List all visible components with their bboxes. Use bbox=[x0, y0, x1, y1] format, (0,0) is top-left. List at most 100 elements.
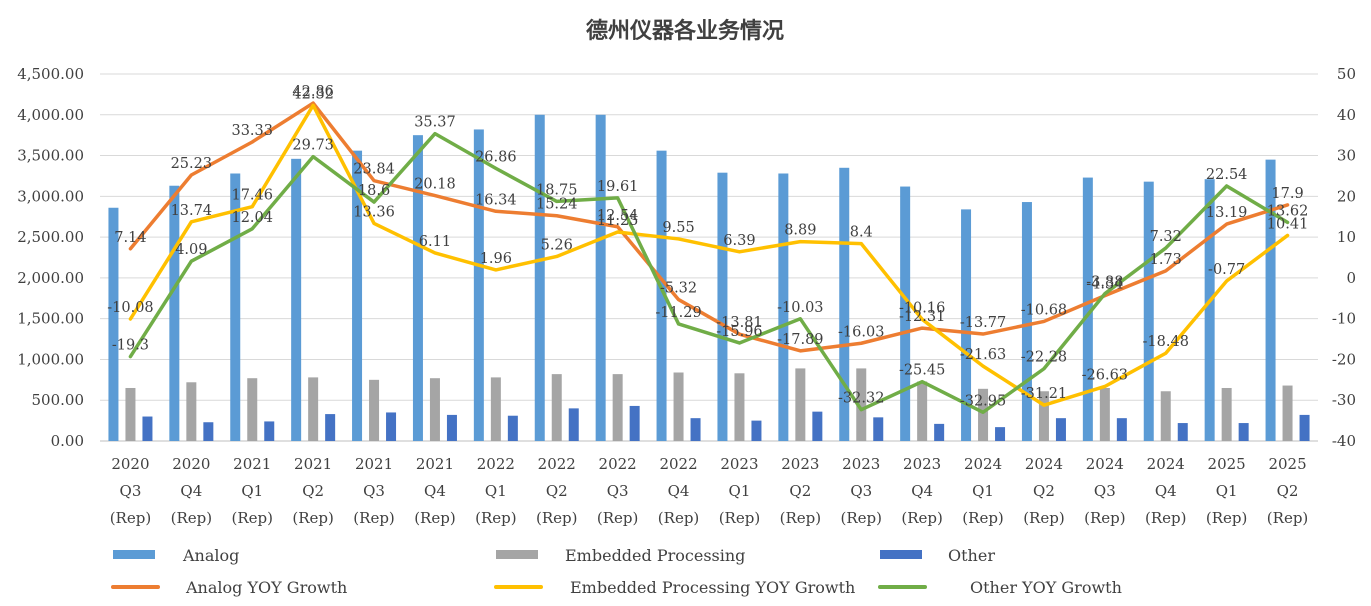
right-tick-label: 50 bbox=[1337, 65, 1356, 83]
bar-other bbox=[751, 420, 762, 441]
bar-embedded-processing bbox=[856, 368, 867, 441]
data-label: 26.86 bbox=[475, 149, 517, 165]
bar-embedded-processing bbox=[551, 374, 562, 441]
legend-swatch bbox=[113, 550, 155, 559]
bar-analog bbox=[717, 172, 728, 441]
bar-embedded-processing bbox=[795, 368, 806, 441]
data-label: 13.62 bbox=[1267, 203, 1309, 219]
right-tick-label: 20 bbox=[1337, 187, 1356, 205]
data-label: 8.89 bbox=[784, 223, 816, 239]
legend-label: Embedded Processing bbox=[565, 546, 745, 565]
left-tick-label: 500.00 bbox=[32, 391, 85, 409]
bar-other bbox=[1055, 418, 1066, 441]
bar-embedded-processing bbox=[369, 379, 380, 441]
right-tick-label: -10 bbox=[1332, 310, 1356, 328]
data-label: -19.3 bbox=[112, 338, 149, 354]
bar-other bbox=[690, 418, 701, 441]
bar-analog bbox=[534, 114, 545, 442]
data-label: 4.09 bbox=[175, 242, 207, 258]
data-label: 33.33 bbox=[231, 123, 273, 139]
data-label: 12.54 bbox=[597, 208, 639, 224]
bar-analog bbox=[778, 173, 789, 441]
data-label: -0.77 bbox=[1208, 262, 1245, 278]
bar-analog bbox=[230, 173, 241, 441]
bar-embedded-processing bbox=[186, 382, 197, 441]
legend: Analog Embedded Processing Other Analog YOY… bbox=[111, 546, 1122, 597]
data-label: 35.37 bbox=[414, 115, 456, 131]
data-label: 13.36 bbox=[353, 204, 395, 220]
bar-analog bbox=[900, 186, 911, 441]
legend-label: Analog YOY Growth bbox=[185, 578, 347, 597]
x-category-label: 2024 Q1 (Rep) bbox=[962, 455, 1003, 527]
bar-analog bbox=[595, 114, 606, 442]
legend-label: Embedded Processing YOY Growth bbox=[570, 578, 855, 597]
legend-label: Other YOY Growth bbox=[970, 578, 1122, 597]
data-label: -11.29 bbox=[655, 305, 701, 321]
right-axis: -40 -30 -20 -10 0 10 20 30 40 50 bbox=[1332, 65, 1356, 450]
bar-other bbox=[629, 405, 640, 441]
bar-other bbox=[1177, 423, 1188, 441]
data-label: 5.26 bbox=[541, 237, 573, 253]
x-category-label: 2022 Q1 (Rep) bbox=[475, 455, 516, 527]
data-label: 19.61 bbox=[597, 179, 639, 195]
bar-analog bbox=[1143, 181, 1154, 442]
left-tick-label: 4,000.00 bbox=[17, 106, 84, 124]
chart-title: 德州仪器各业务情况 bbox=[586, 18, 784, 44]
data-label: -17.89 bbox=[777, 332, 823, 348]
right-tick-label: -20 bbox=[1332, 350, 1356, 368]
data-label: 9.55 bbox=[662, 220, 694, 236]
left-axis: 0.00 500.00 1,000.00 1,500.00 2,000.00 2,500.… bbox=[17, 65, 84, 450]
data-label: -10.08 bbox=[107, 300, 153, 316]
data-label: -12.31 bbox=[899, 309, 945, 325]
bar-analog bbox=[291, 158, 302, 441]
x-category-label: 2023 Q3 (Rep) bbox=[841, 455, 882, 527]
bar-analog bbox=[1082, 177, 1093, 441]
data-label: -31.21 bbox=[1021, 386, 1067, 402]
data-label: -5.32 bbox=[660, 281, 697, 297]
right-tick-label: 0 bbox=[1346, 269, 1356, 287]
bar-other bbox=[995, 427, 1006, 441]
data-label: 22.54 bbox=[1206, 167, 1248, 183]
bar-embedded-processing bbox=[673, 372, 684, 441]
legend-label: Analog bbox=[182, 546, 239, 565]
data-label: 1.73 bbox=[1150, 252, 1182, 268]
bar-embedded-processing bbox=[978, 388, 989, 441]
data-label: -25.45 bbox=[899, 363, 945, 379]
bars bbox=[108, 114, 1310, 442]
x-category-label: 2024 Q2 (Rep) bbox=[1023, 455, 1064, 527]
data-label: 17.46 bbox=[231, 188, 273, 204]
right-tick-label: 40 bbox=[1337, 106, 1356, 124]
x-category-label: 2025 Q1 (Rep) bbox=[1206, 455, 1247, 527]
x-category-label: 2022 Q2 (Rep) bbox=[536, 455, 577, 527]
bar-embedded-processing bbox=[308, 377, 319, 441]
bar-other bbox=[325, 414, 336, 441]
bar-analog bbox=[1204, 179, 1215, 441]
x-category-label: 2023 Q4 (Rep) bbox=[901, 455, 942, 527]
data-label: 16.34 bbox=[475, 192, 517, 208]
legend-swatch bbox=[880, 550, 922, 559]
bar-other bbox=[1116, 418, 1127, 441]
x-category-label: 2024 Q3 (Rep) bbox=[1084, 455, 1125, 527]
data-label: 12.04 bbox=[231, 210, 273, 226]
data-label: -3.88 bbox=[1086, 275, 1123, 291]
x-category-label: 2022 Q3 (Rep) bbox=[597, 455, 638, 527]
bar-other bbox=[873, 417, 884, 441]
x-category-label: 2021 Q3 (Rep) bbox=[353, 455, 394, 527]
x-axis: 2020 Q3 (Rep) 2020 Q4 (Rep) 2021 Q1 (Rep) 2021 Q2(… bbox=[110, 455, 1309, 527]
bar-other bbox=[812, 411, 823, 441]
right-tick-label: -30 bbox=[1332, 391, 1356, 409]
data-label: -10.03 bbox=[777, 300, 823, 316]
bar-other bbox=[203, 422, 214, 441]
legend-label: Other bbox=[948, 546, 995, 565]
line-embedded-processing-yoy-growth bbox=[128, 103, 1290, 407]
bar-analog bbox=[412, 135, 423, 441]
data-label: 11.25 bbox=[597, 213, 639, 229]
data-label: 42.86 bbox=[292, 84, 334, 100]
data-label: -15.96 bbox=[716, 324, 762, 340]
left-tick-label: 1,000.00 bbox=[17, 350, 84, 368]
data-label: 18.6 bbox=[358, 183, 390, 199]
x-category-label: 2023 Q2 (Rep) bbox=[780, 455, 821, 527]
right-tick-label: 30 bbox=[1337, 147, 1356, 165]
